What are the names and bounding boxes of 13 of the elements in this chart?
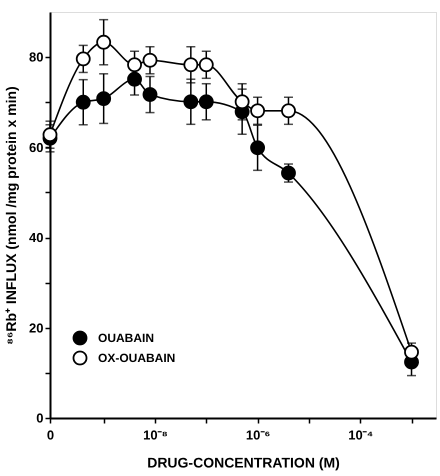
y-tick-label: 0 xyxy=(36,410,44,426)
y-axis-title: ⁸⁶Rb⁺ INFLUX (nmol /mg protein x min) xyxy=(3,86,20,345)
x-tick-label: 10⁻⁸ xyxy=(143,428,168,442)
x-tick-label: 10⁻⁴ xyxy=(348,428,374,442)
legend-label: OX-OUABAIN xyxy=(98,351,176,365)
y-tick-label: 80 xyxy=(29,50,44,65)
x-axis-title: DRUG-CONCENTRATION (M) xyxy=(147,454,340,470)
y-tick-label: 60 xyxy=(29,140,44,155)
y-tick-label: 40 xyxy=(29,230,44,246)
x-tick-label: 10⁻⁶ xyxy=(246,428,270,442)
legend-label: OUABAIN xyxy=(98,331,154,345)
x-tick-label: 0 xyxy=(46,428,54,442)
y-tick-label: 20 xyxy=(29,320,44,336)
